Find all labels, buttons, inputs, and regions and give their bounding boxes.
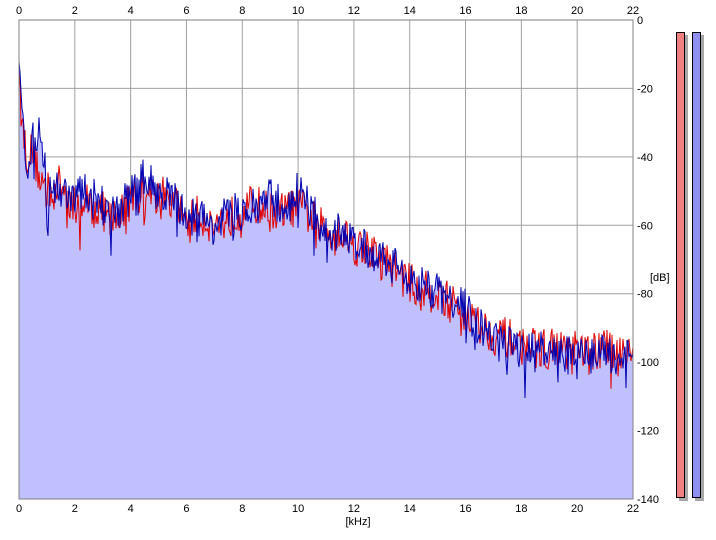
x-tick-label-bottom: 0: [16, 503, 22, 515]
x-axis-label: [kHz]: [345, 516, 370, 528]
x-tick-label-bottom: 12: [348, 503, 360, 515]
x-tick-label-bottom: 10: [292, 503, 304, 515]
x-tick-label-bottom: 4: [128, 503, 134, 515]
x-tick-label-top: 6: [183, 5, 189, 17]
x-tick-label-bottom: 6: [183, 503, 189, 515]
y-tick-label: -40: [637, 152, 653, 164]
x-tick-label-bottom: 22: [627, 503, 639, 515]
x-tick-label-top: 4: [128, 5, 134, 17]
level-meter-right: [692, 32, 701, 498]
x-tick-label-bottom: 2: [72, 503, 78, 515]
x-tick-label-top: 20: [571, 5, 583, 17]
level-meter-left: [676, 32, 685, 498]
x-tick-label-top: 14: [404, 5, 416, 17]
x-tick-label-top: 0: [16, 5, 22, 17]
y-tick-label: -20: [637, 83, 653, 95]
x-tick-label-bottom: 16: [459, 503, 471, 515]
x-axis-bottom: 0 2 4 6 8 10 12 14 16 18 20 22: [16, 503, 639, 515]
plot-frame: [18, 19, 634, 500]
x-tick-label-bottom: 20: [571, 503, 583, 515]
y-tick-label: -140: [637, 494, 659, 506]
y-tick-label: -60: [637, 220, 653, 232]
x-tick-label-top: 12: [348, 5, 360, 17]
x-tick-label-top: 8: [239, 5, 245, 17]
x-tick-label-top: 2: [72, 5, 78, 17]
x-tick-label-top: 10: [292, 5, 304, 17]
spectrum-area-fill: [19, 61, 633, 500]
x-tick-label-bottom: 18: [515, 503, 527, 515]
y-tick-label: -100: [637, 357, 659, 369]
x-tick-label-top: 18: [515, 5, 527, 17]
y-tick-label: -80: [637, 289, 653, 301]
y-axis-right: 0 -20 -40 -60 -80 -100 -120 -140: [637, 15, 659, 506]
y-axis-label: [dB]: [650, 272, 670, 284]
x-tick-label-bottom: 8: [239, 503, 245, 515]
y-tick-label: -120: [637, 426, 659, 438]
x-tick-label-top: 16: [459, 5, 471, 17]
x-axis-top: 0 2 4 6 8 10 12 14 16 18 20 22: [16, 5, 639, 17]
y-tick-label: 0: [637, 15, 643, 27]
x-tick-label-top: 22: [627, 5, 639, 17]
x-tick-label-bottom: 14: [404, 503, 416, 515]
series-right-line: [18, 61, 634, 399]
